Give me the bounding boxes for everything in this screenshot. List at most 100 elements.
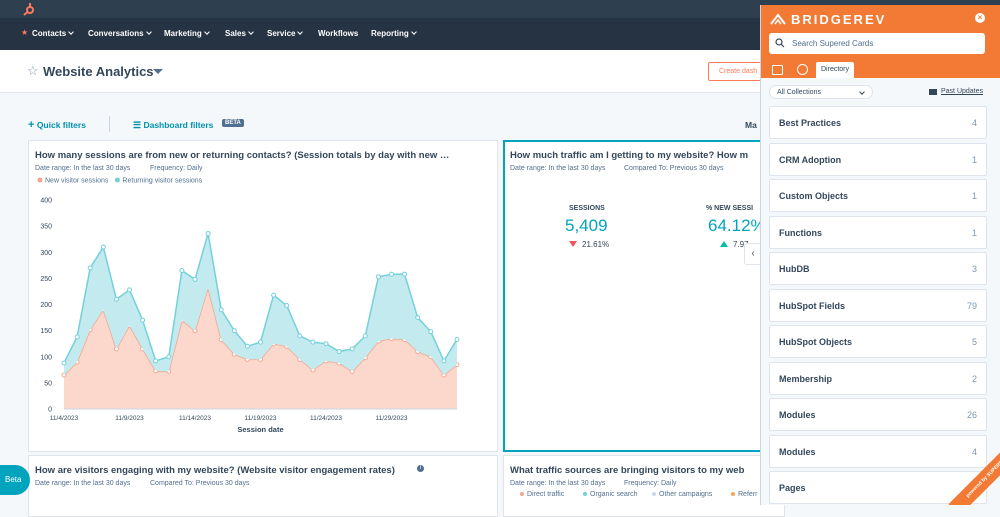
up-arrow bbox=[720, 241, 728, 247]
divider bbox=[109, 116, 110, 132]
collection-item[interactable]: HubDB 3 bbox=[769, 252, 987, 285]
panel: BRIDGEREV × Search Supered Cards Directo… bbox=[760, 5, 1000, 505]
collection-count: 5 bbox=[971, 337, 977, 347]
point bbox=[336, 349, 342, 355]
legend-label: Referr bbox=[738, 491, 758, 498]
collection-name: HubSpot Objects bbox=[779, 337, 853, 347]
collection-item[interactable]: Custom Objects 1 bbox=[769, 179, 987, 212]
point bbox=[153, 358, 159, 364]
y-tick-label: 250 bbox=[40, 276, 52, 283]
collection-count: 1 bbox=[971, 154, 977, 165]
chevron bbox=[68, 29, 75, 35]
legend-label: New visitor sessions bbox=[45, 178, 109, 185]
metric-value: 64.12% bbox=[708, 216, 766, 235]
nav-item[interactable]: Contacts bbox=[32, 29, 75, 38]
more-link[interactable]: Ma bbox=[745, 120, 757, 130]
point bbox=[441, 358, 447, 364]
traffic-card bbox=[503, 140, 787, 452]
beta-tab[interactable]: Beta bbox=[0, 465, 30, 495]
nav-item[interactable]: Service bbox=[267, 29, 304, 38]
point bbox=[284, 303, 290, 309]
legend-item: Direct traffic bbox=[520, 491, 564, 498]
legend-dot bbox=[652, 492, 656, 496]
nav-item[interactable]: Sales bbox=[225, 29, 254, 38]
page-title[interactable]: Website Analytics bbox=[43, 64, 154, 79]
card-compared: Compared To: Previous 30 days bbox=[150, 480, 250, 487]
quick-filters[interactable]: + Quick filters bbox=[28, 119, 86, 131]
legend-label: Other campaigns bbox=[659, 491, 713, 498]
nav-item[interactable]: Workflows bbox=[318, 29, 358, 38]
collection-item[interactable]: Functions 1 bbox=[769, 215, 987, 249]
point bbox=[231, 328, 237, 334]
tab-icon[interactable] bbox=[797, 64, 808, 75]
nav-item[interactable]: Marketing bbox=[164, 29, 210, 38]
card-compared: Compared To: Previous 30 days bbox=[624, 165, 724, 172]
nav-label: Sales bbox=[225, 29, 246, 38]
point bbox=[166, 354, 172, 360]
info-icon[interactable]: i bbox=[417, 465, 424, 472]
past-updates[interactable]: Past Updates bbox=[941, 88, 984, 95]
point bbox=[310, 339, 316, 345]
tab-icon[interactable] bbox=[772, 65, 783, 75]
nav-label: Conversations bbox=[88, 29, 144, 38]
y-tick-label: 200 bbox=[40, 302, 52, 309]
point bbox=[297, 333, 303, 339]
close-button[interactable]: × bbox=[975, 13, 985, 23]
nav-label: Reporting bbox=[371, 29, 409, 38]
collection-item[interactable]: Pages bbox=[769, 471, 987, 504]
legend-label: Direct traffic bbox=[527, 491, 565, 498]
collections-select[interactable]: All Collections bbox=[769, 85, 873, 99]
collection-item[interactable]: HubSpot Fields 79 bbox=[769, 288, 987, 322]
point bbox=[87, 265, 93, 271]
x-axis-label: Session date bbox=[237, 425, 283, 434]
collection-count: 4 bbox=[971, 118, 977, 128]
nav-item[interactable]: Reporting bbox=[371, 29, 417, 38]
chevron bbox=[145, 29, 152, 35]
legend-dot bbox=[114, 177, 120, 183]
x-tick-label: 11/14/2023 bbox=[179, 415, 211, 422]
search-icon bbox=[775, 38, 785, 48]
collection-item[interactable]: Modules 4 bbox=[769, 434, 987, 468]
title-caret[interactable] bbox=[153, 69, 163, 74]
collection-name: Modules bbox=[779, 410, 816, 420]
search-box[interactable]: Search Supered Cards bbox=[769, 33, 985, 54]
point bbox=[113, 296, 119, 302]
nav-item[interactable]: Conversations bbox=[88, 29, 152, 38]
legend-item: Other campaigns bbox=[652, 491, 712, 498]
point bbox=[415, 315, 421, 321]
point bbox=[140, 317, 146, 323]
point bbox=[192, 276, 198, 282]
legend-dot bbox=[731, 492, 735, 496]
metric-label: SESSIONS bbox=[569, 205, 605, 212]
collection-item[interactable]: Membership 2 bbox=[769, 361, 987, 395]
directory-tab[interactable]: Directory bbox=[816, 62, 855, 78]
card-title: What traffic sources are bringing visito… bbox=[510, 465, 745, 476]
metric-label: % NEW SESSI bbox=[706, 205, 754, 212]
collection-item[interactable]: CRM Adoption 1 bbox=[769, 142, 987, 176]
collection-name: Custom Objects bbox=[779, 191, 849, 201]
collection-name: Pages bbox=[779, 483, 806, 493]
top-bar bbox=[0, 0, 1000, 18]
collection-name: HubSpot Fields bbox=[779, 300, 845, 311]
collection-count: 1 bbox=[971, 191, 977, 201]
legend-dot bbox=[520, 492, 524, 496]
collection-item[interactable]: Best Practices 4 bbox=[769, 106, 987, 139]
card-date-range: Date range: In the last 30 days bbox=[510, 480, 606, 487]
dashboard-filters[interactable]: ☰ Dashboard filters bbox=[133, 120, 214, 130]
card-title: How many sessions are from new or return… bbox=[35, 150, 450, 161]
y-tick-label: 350 bbox=[40, 224, 52, 231]
megaphone-icon bbox=[929, 89, 937, 95]
point bbox=[362, 333, 368, 339]
legend-label: Returning visitor sessions bbox=[122, 178, 202, 185]
legend-item: Referr bbox=[731, 491, 757, 498]
collection-name: Functions bbox=[779, 227, 822, 238]
collection-item[interactable]: Modules 26 bbox=[769, 398, 987, 431]
point bbox=[205, 230, 211, 236]
point bbox=[179, 268, 185, 274]
x-tick-label: 11/29/2023 bbox=[375, 415, 407, 422]
collection-count: 26 bbox=[966, 410, 977, 420]
chevron bbox=[203, 29, 210, 35]
collection-count: 2 bbox=[971, 373, 977, 384]
select-label: All Collections bbox=[777, 89, 821, 96]
collection-item[interactable]: HubSpot Objects 5 bbox=[769, 325, 987, 358]
